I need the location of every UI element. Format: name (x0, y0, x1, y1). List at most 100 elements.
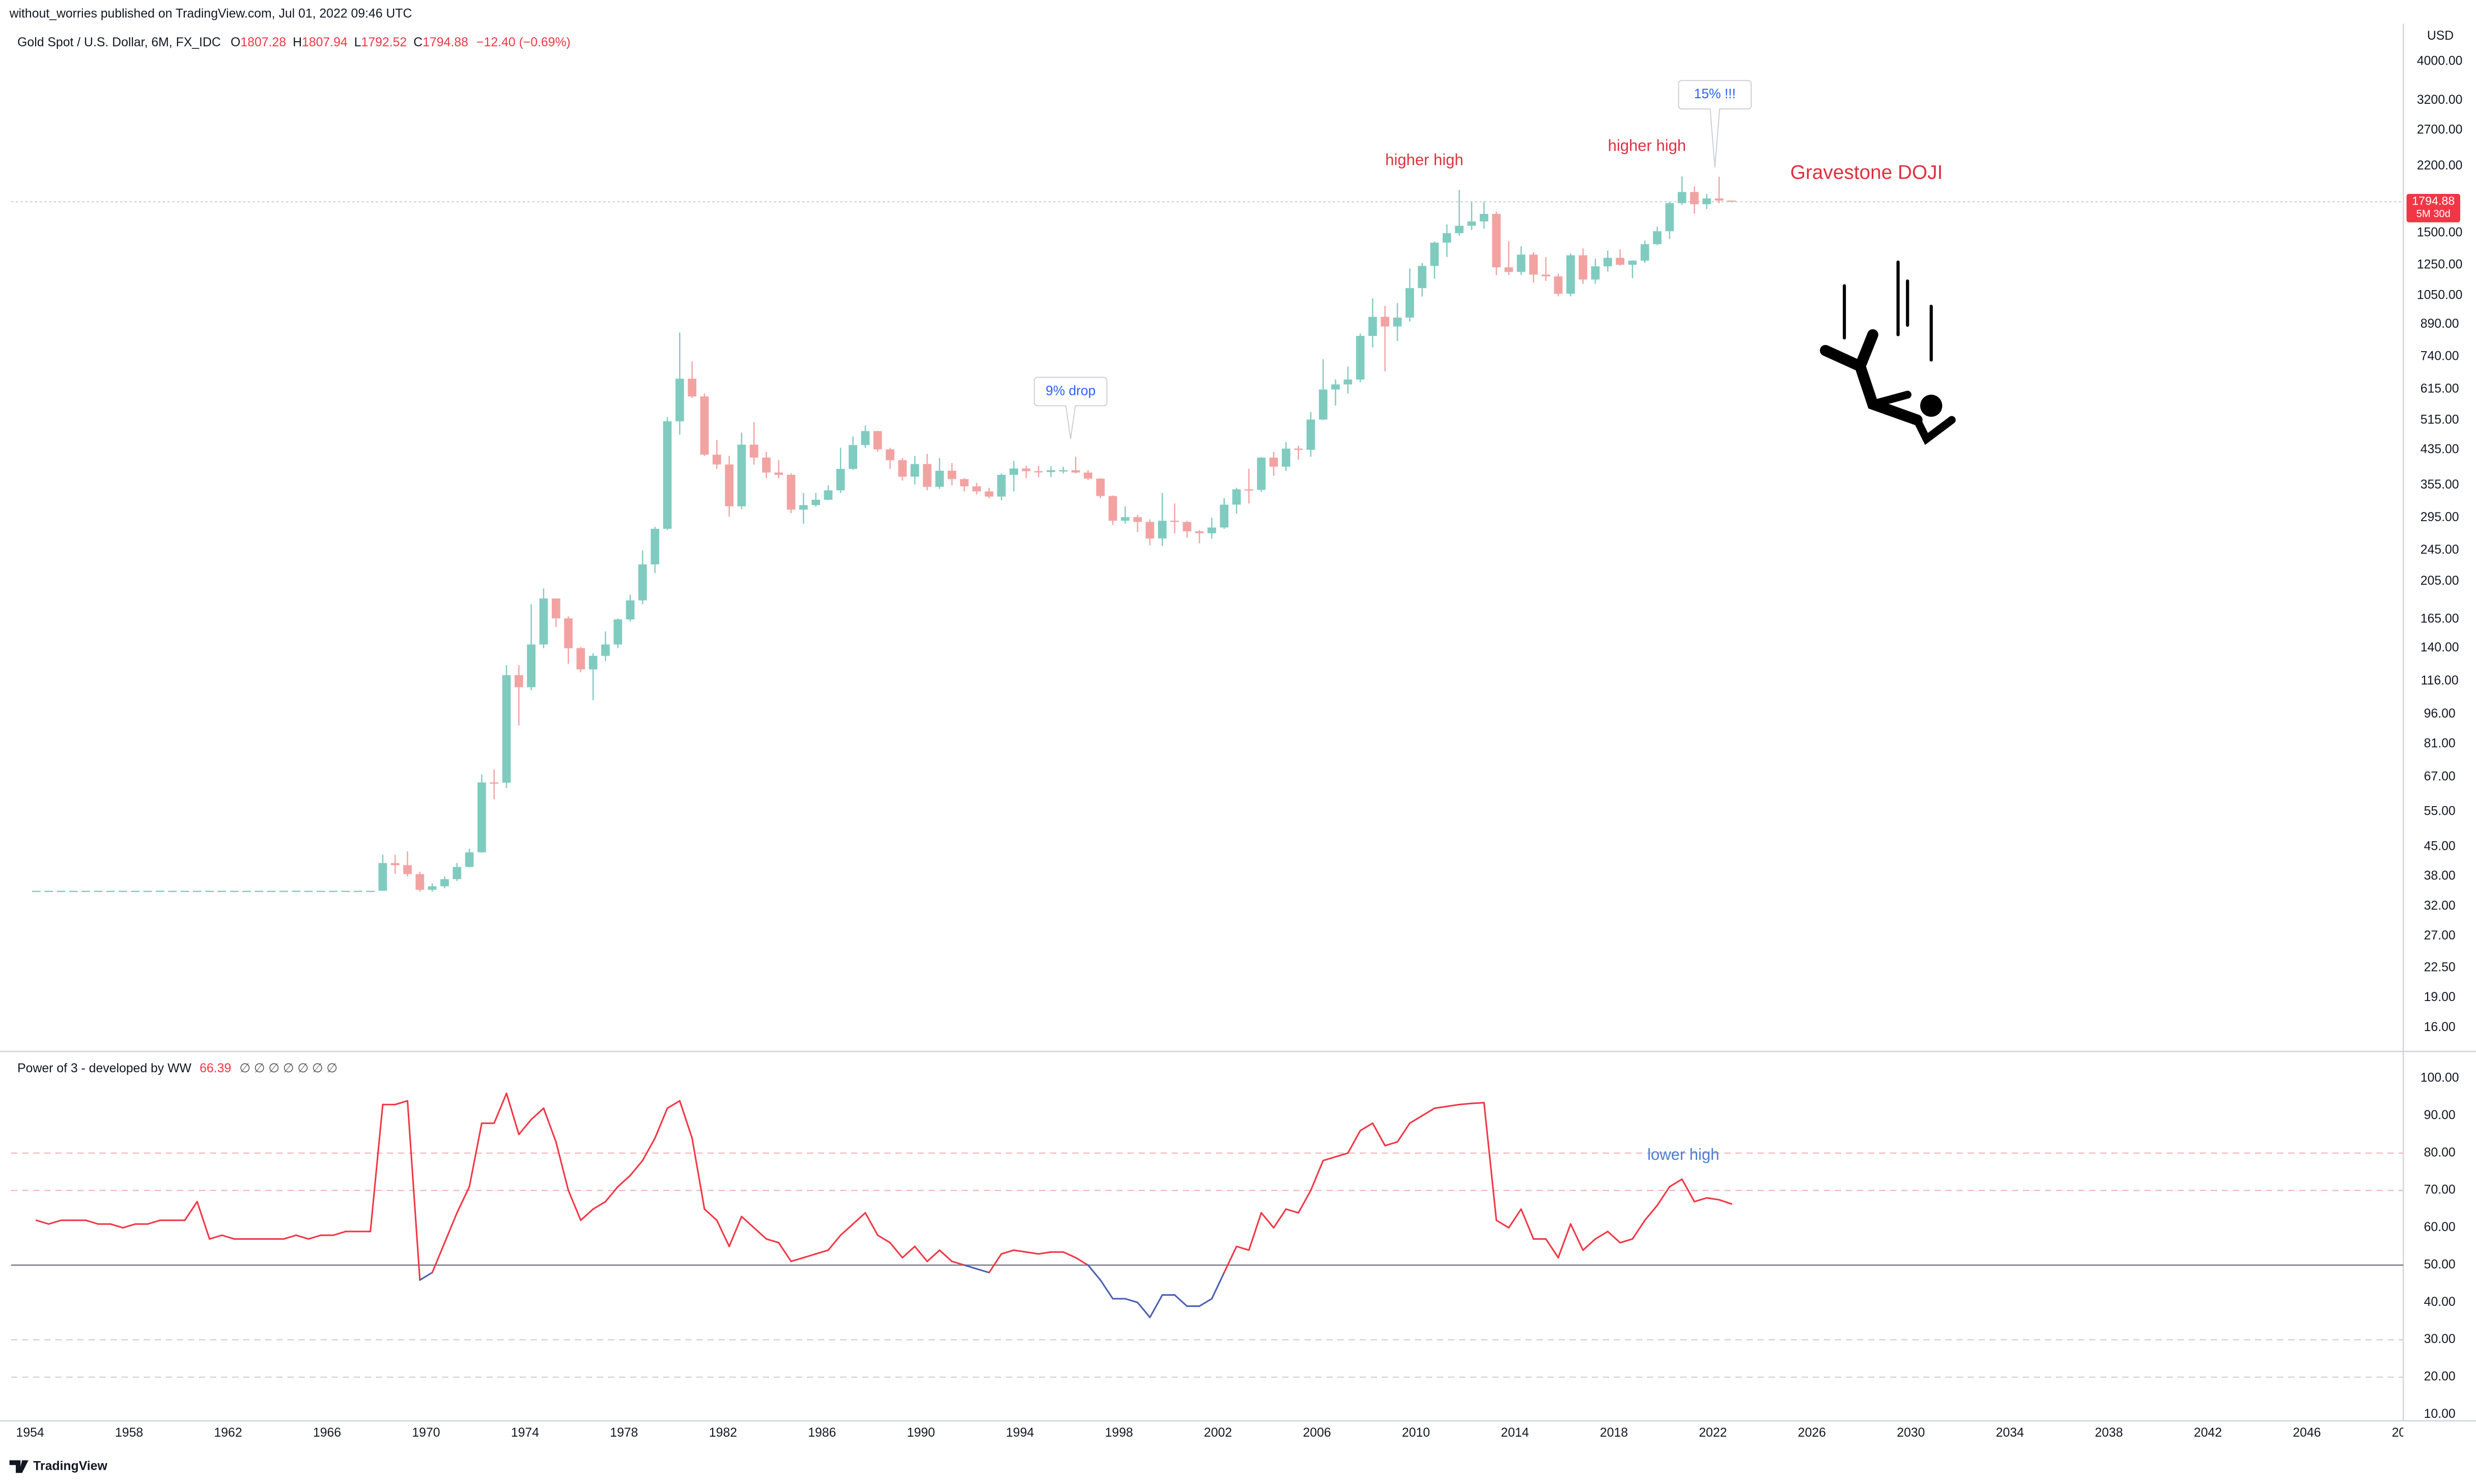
y-tick-label: 96.00 (2424, 707, 2456, 721)
y-tick-label: 81.00 (2424, 736, 2456, 750)
indicator-line (716, 1219, 730, 1247)
candle (329, 891, 338, 892)
ohlc-prefix: C (413, 35, 423, 49)
candle (947, 463, 956, 486)
candle (1690, 186, 1699, 214)
candle-body (786, 475, 796, 510)
ohlc-value: 1792.52 (361, 35, 407, 49)
y-tick-label: 27.00 (2424, 929, 2456, 943)
x-tick-label: 2006 (1303, 1426, 1331, 1440)
y-tick-label: 116.00 (2421, 674, 2459, 688)
candle-body (217, 891, 227, 892)
candle (923, 453, 932, 491)
candle-body (1492, 214, 1501, 268)
indicator-line (1137, 1301, 1151, 1319)
candle-body (1034, 471, 1043, 473)
candle-body (984, 491, 994, 497)
candle-body (1245, 489, 1253, 491)
candle (94, 891, 103, 892)
indicator-line (753, 1226, 767, 1240)
candle (131, 891, 140, 892)
candle (57, 891, 66, 892)
indicator-line (641, 1137, 656, 1161)
x-tick-label: 2046 (2293, 1426, 2321, 1440)
indicator-line (1062, 1251, 1077, 1259)
candle (155, 891, 164, 892)
x-tick-label: 1994 (1006, 1426, 1034, 1440)
y-tick-label: 50.00 (2424, 1258, 2456, 1271)
indicator-line (530, 1107, 545, 1121)
indicator-line (1483, 1102, 1498, 1221)
candle (217, 891, 227, 892)
indicator-line (1124, 1298, 1139, 1303)
candle-body (1281, 448, 1290, 467)
candle (1207, 518, 1216, 539)
header: without_worries published on TradingView… (9, 7, 412, 21)
annotation: higher high (1608, 137, 1686, 155)
y-tick-label: 1050.00 (2417, 288, 2463, 302)
indicator-line (1371, 1122, 1386, 1147)
candle (786, 473, 796, 513)
candle-body (1640, 244, 1649, 261)
candle (1096, 478, 1105, 498)
x-tick-label: 1974 (511, 1426, 539, 1440)
y-tick-label: 60.00 (2424, 1220, 2456, 1234)
candle (1047, 466, 1055, 477)
x-tick-label: 2002 (1204, 1426, 1232, 1440)
candle (1294, 446, 1303, 460)
candle-body (1690, 192, 1699, 205)
candle-body (1516, 254, 1526, 272)
candle (1084, 470, 1092, 480)
indicator-line (1594, 1231, 1609, 1240)
candle-body (1579, 255, 1588, 280)
candle (638, 550, 647, 605)
indicator-line (654, 1107, 668, 1139)
indicator-line (790, 1257, 804, 1263)
y-tick-label: 205.00 (2421, 574, 2459, 588)
candle-body (477, 782, 486, 852)
candle-body (1294, 448, 1303, 450)
candle (44, 891, 53, 892)
candle-body (651, 529, 660, 564)
ohlc-value: 1807.94 (302, 35, 348, 49)
candle-body (292, 891, 301, 892)
candle (81, 891, 90, 892)
indicator-line (1619, 1238, 1634, 1244)
candle (1591, 259, 1600, 284)
candle (663, 417, 672, 530)
candle-body (551, 598, 560, 619)
candle-body (1257, 458, 1266, 490)
candle-body (168, 891, 177, 892)
ohlc-value: 1807.28 (240, 35, 286, 49)
candle (1603, 250, 1612, 272)
candle-body (1158, 521, 1167, 539)
x-tick-label: 2014 (1501, 1426, 1529, 1440)
indicator-line (468, 1122, 483, 1188)
x-tick-label: 2034 (1996, 1426, 2024, 1440)
indicator-line (1273, 1208, 1287, 1229)
candle-body (811, 499, 821, 505)
candle (1245, 469, 1253, 504)
candle-body (1343, 379, 1353, 385)
candle (539, 588, 548, 648)
candle (1133, 515, 1142, 532)
change: −12.40 (−0.69%) (476, 35, 571, 49)
indicator-line (1569, 1223, 1584, 1251)
indicator-line (629, 1159, 643, 1177)
candle-body (774, 472, 783, 475)
candle (1479, 202, 1488, 229)
indicator-line (307, 1234, 322, 1240)
candle (910, 455, 919, 484)
candle-body (192, 891, 202, 892)
candle (1566, 253, 1575, 297)
candle-body (1306, 419, 1315, 450)
candle (762, 451, 771, 478)
candle (1257, 457, 1266, 492)
candle-body (898, 460, 907, 477)
candle-body (1195, 531, 1204, 533)
callout-box (1678, 80, 1752, 167)
candle (700, 393, 709, 456)
candle-body (1591, 266, 1600, 280)
